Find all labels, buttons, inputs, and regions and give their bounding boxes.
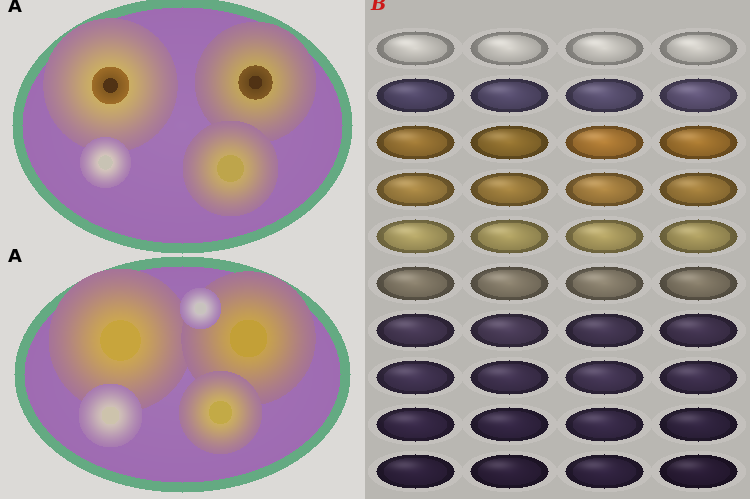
Text: B: B [370,0,386,14]
Text: A: A [8,248,22,266]
Text: A: A [8,0,22,16]
